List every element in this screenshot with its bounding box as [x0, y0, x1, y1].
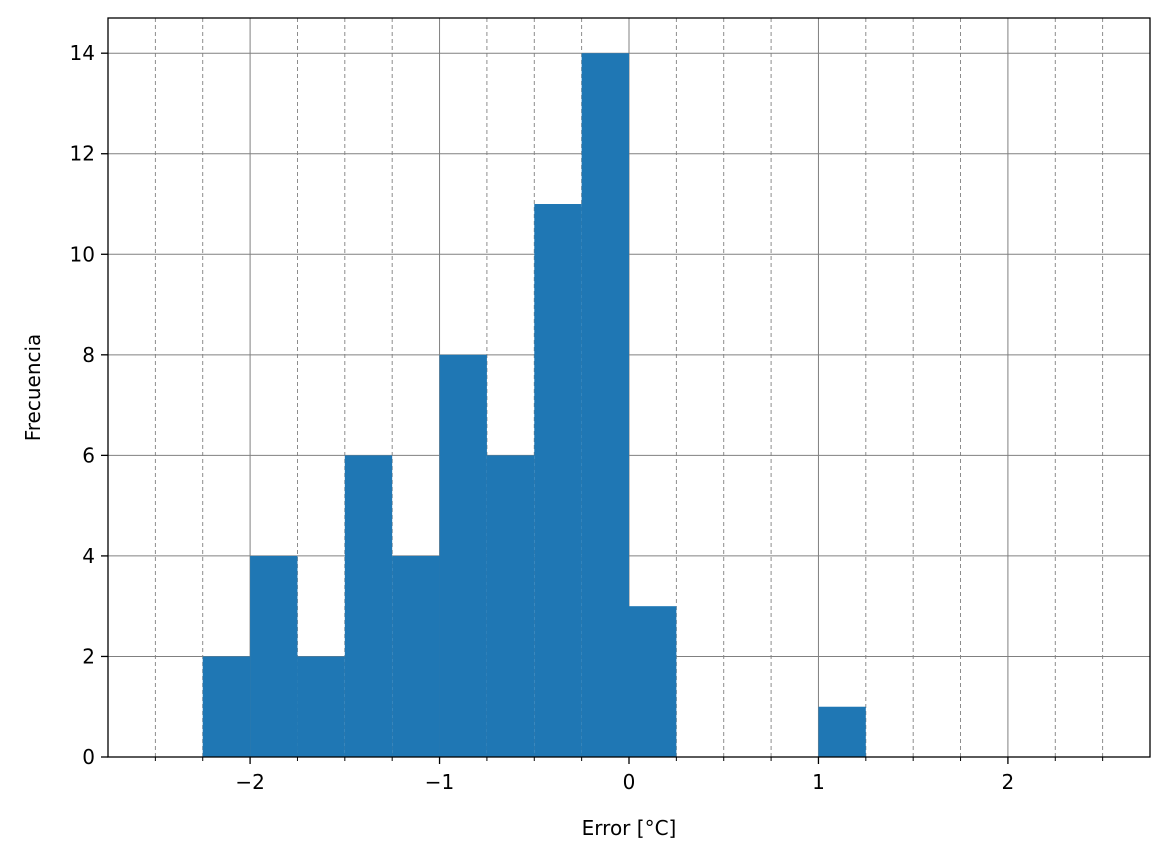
y-axis-label: Frecuencia [21, 334, 45, 442]
histogram-bar [344, 455, 393, 757]
x-tick-label: 1 [812, 770, 825, 794]
x-tick-label: 0 [623, 770, 636, 794]
x-axis-label: Error [°C] [582, 816, 677, 840]
histogram-bar [486, 455, 535, 757]
y-tick-label: 8 [82, 343, 95, 367]
histogram-bar [629, 606, 677, 757]
x-tick-label: −1 [425, 770, 454, 794]
bars [202, 53, 866, 757]
plot-frame [107, 17, 1151, 758]
x-tick-label: 2 [1002, 770, 1015, 794]
y-tick-label: 0 [82, 745, 95, 769]
y-tick-label: 14 [70, 41, 95, 65]
y-tick-label: 2 [82, 644, 95, 668]
y-tick-label: 10 [70, 242, 95, 266]
histogram-bar [818, 706, 866, 757]
x-tick-label: −2 [235, 770, 264, 794]
histogram-bar [581, 53, 629, 757]
y-tick-label: 6 [82, 443, 95, 467]
y-tick-label: 4 [82, 544, 95, 568]
histogram-bar [439, 354, 487, 757]
y-tick-label: 12 [70, 142, 95, 166]
histogram-bar [297, 656, 345, 757]
histogram-bar [392, 555, 440, 757]
histogram-bar [250, 555, 298, 757]
histogram-bar [534, 204, 582, 757]
histogram-bar [202, 656, 251, 757]
